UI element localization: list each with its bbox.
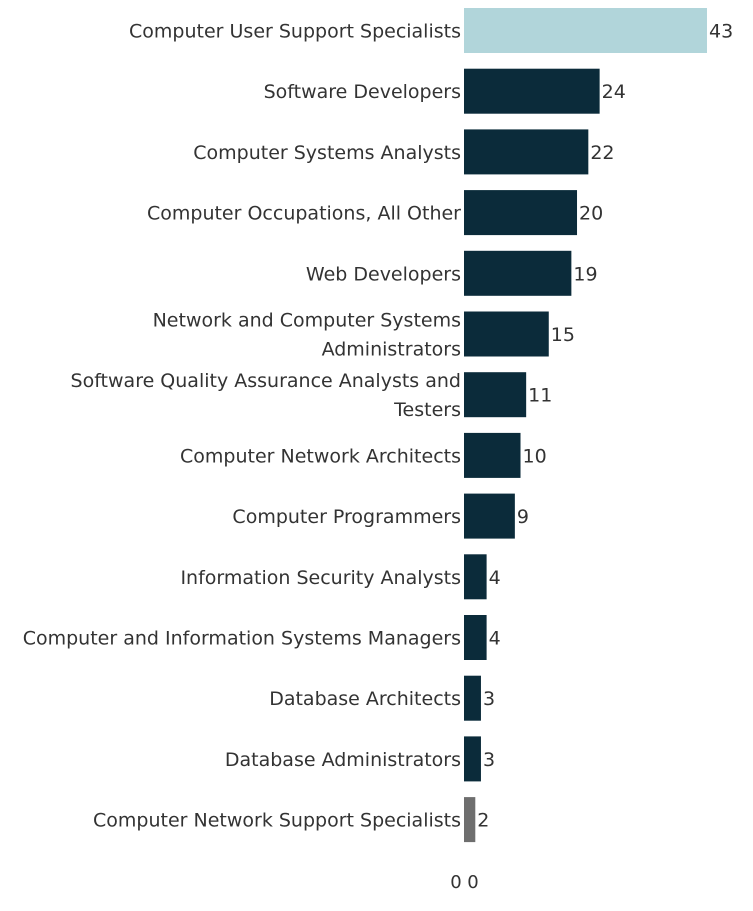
category-label: Database Administrators — [225, 749, 461, 771]
bar — [464, 129, 589, 175]
bar — [464, 554, 487, 600]
value-label: 43 — [709, 21, 733, 43]
value-label: 4 — [489, 628, 501, 650]
x-tick-label: 0 — [467, 872, 478, 893]
bar — [464, 372, 527, 418]
category-label: Computer Programmers — [232, 506, 461, 528]
value-label: 24 — [602, 81, 626, 103]
bar — [464, 736, 481, 782]
category-label: Information Security Analysts — [180, 567, 461, 589]
category-label: Computer Network Support Specialists — [93, 810, 461, 832]
value-label: 2 — [477, 810, 489, 832]
bar — [464, 311, 549, 357]
bar — [464, 432, 521, 478]
value-label: 15 — [551, 324, 575, 346]
value-label: 3 — [483, 749, 495, 771]
category-label: Software Quality Assurance Analysts and T… — [71, 370, 461, 421]
bar — [464, 250, 572, 296]
value-label: 10 — [523, 445, 547, 467]
value-label: 22 — [590, 142, 614, 164]
category-label: Computer User Support Specialists — [129, 21, 461, 43]
bar — [464, 615, 487, 660]
category-label: Network and Computer Systems Administrato… — [153, 310, 461, 361]
x-tick-label: 0 — [450, 872, 461, 893]
bar — [464, 493, 515, 539]
category-label: Computer Network Architects — [180, 445, 461, 467]
category-label: Computer Systems Analysts — [193, 142, 461, 164]
bar — [464, 68, 600, 114]
category-label: Software Developers — [264, 81, 461, 103]
category-label: Computer Occupations, All Other — [147, 203, 461, 225]
value-label: 3 — [483, 688, 495, 710]
value-label: 4 — [489, 567, 501, 589]
value-label: 19 — [573, 263, 597, 285]
category-label: Database Architects — [269, 688, 461, 710]
bar — [464, 190, 578, 236]
value-label: 11 — [528, 385, 552, 407]
value-label: 9 — [517, 506, 529, 528]
category-label: Web Developers — [306, 263, 461, 285]
bar — [464, 797, 476, 843]
value-label: 20 — [579, 203, 603, 225]
category-label: Computer and Information Systems Manager… — [23, 628, 461, 650]
bar — [464, 8, 707, 53]
bar — [464, 675, 481, 721]
